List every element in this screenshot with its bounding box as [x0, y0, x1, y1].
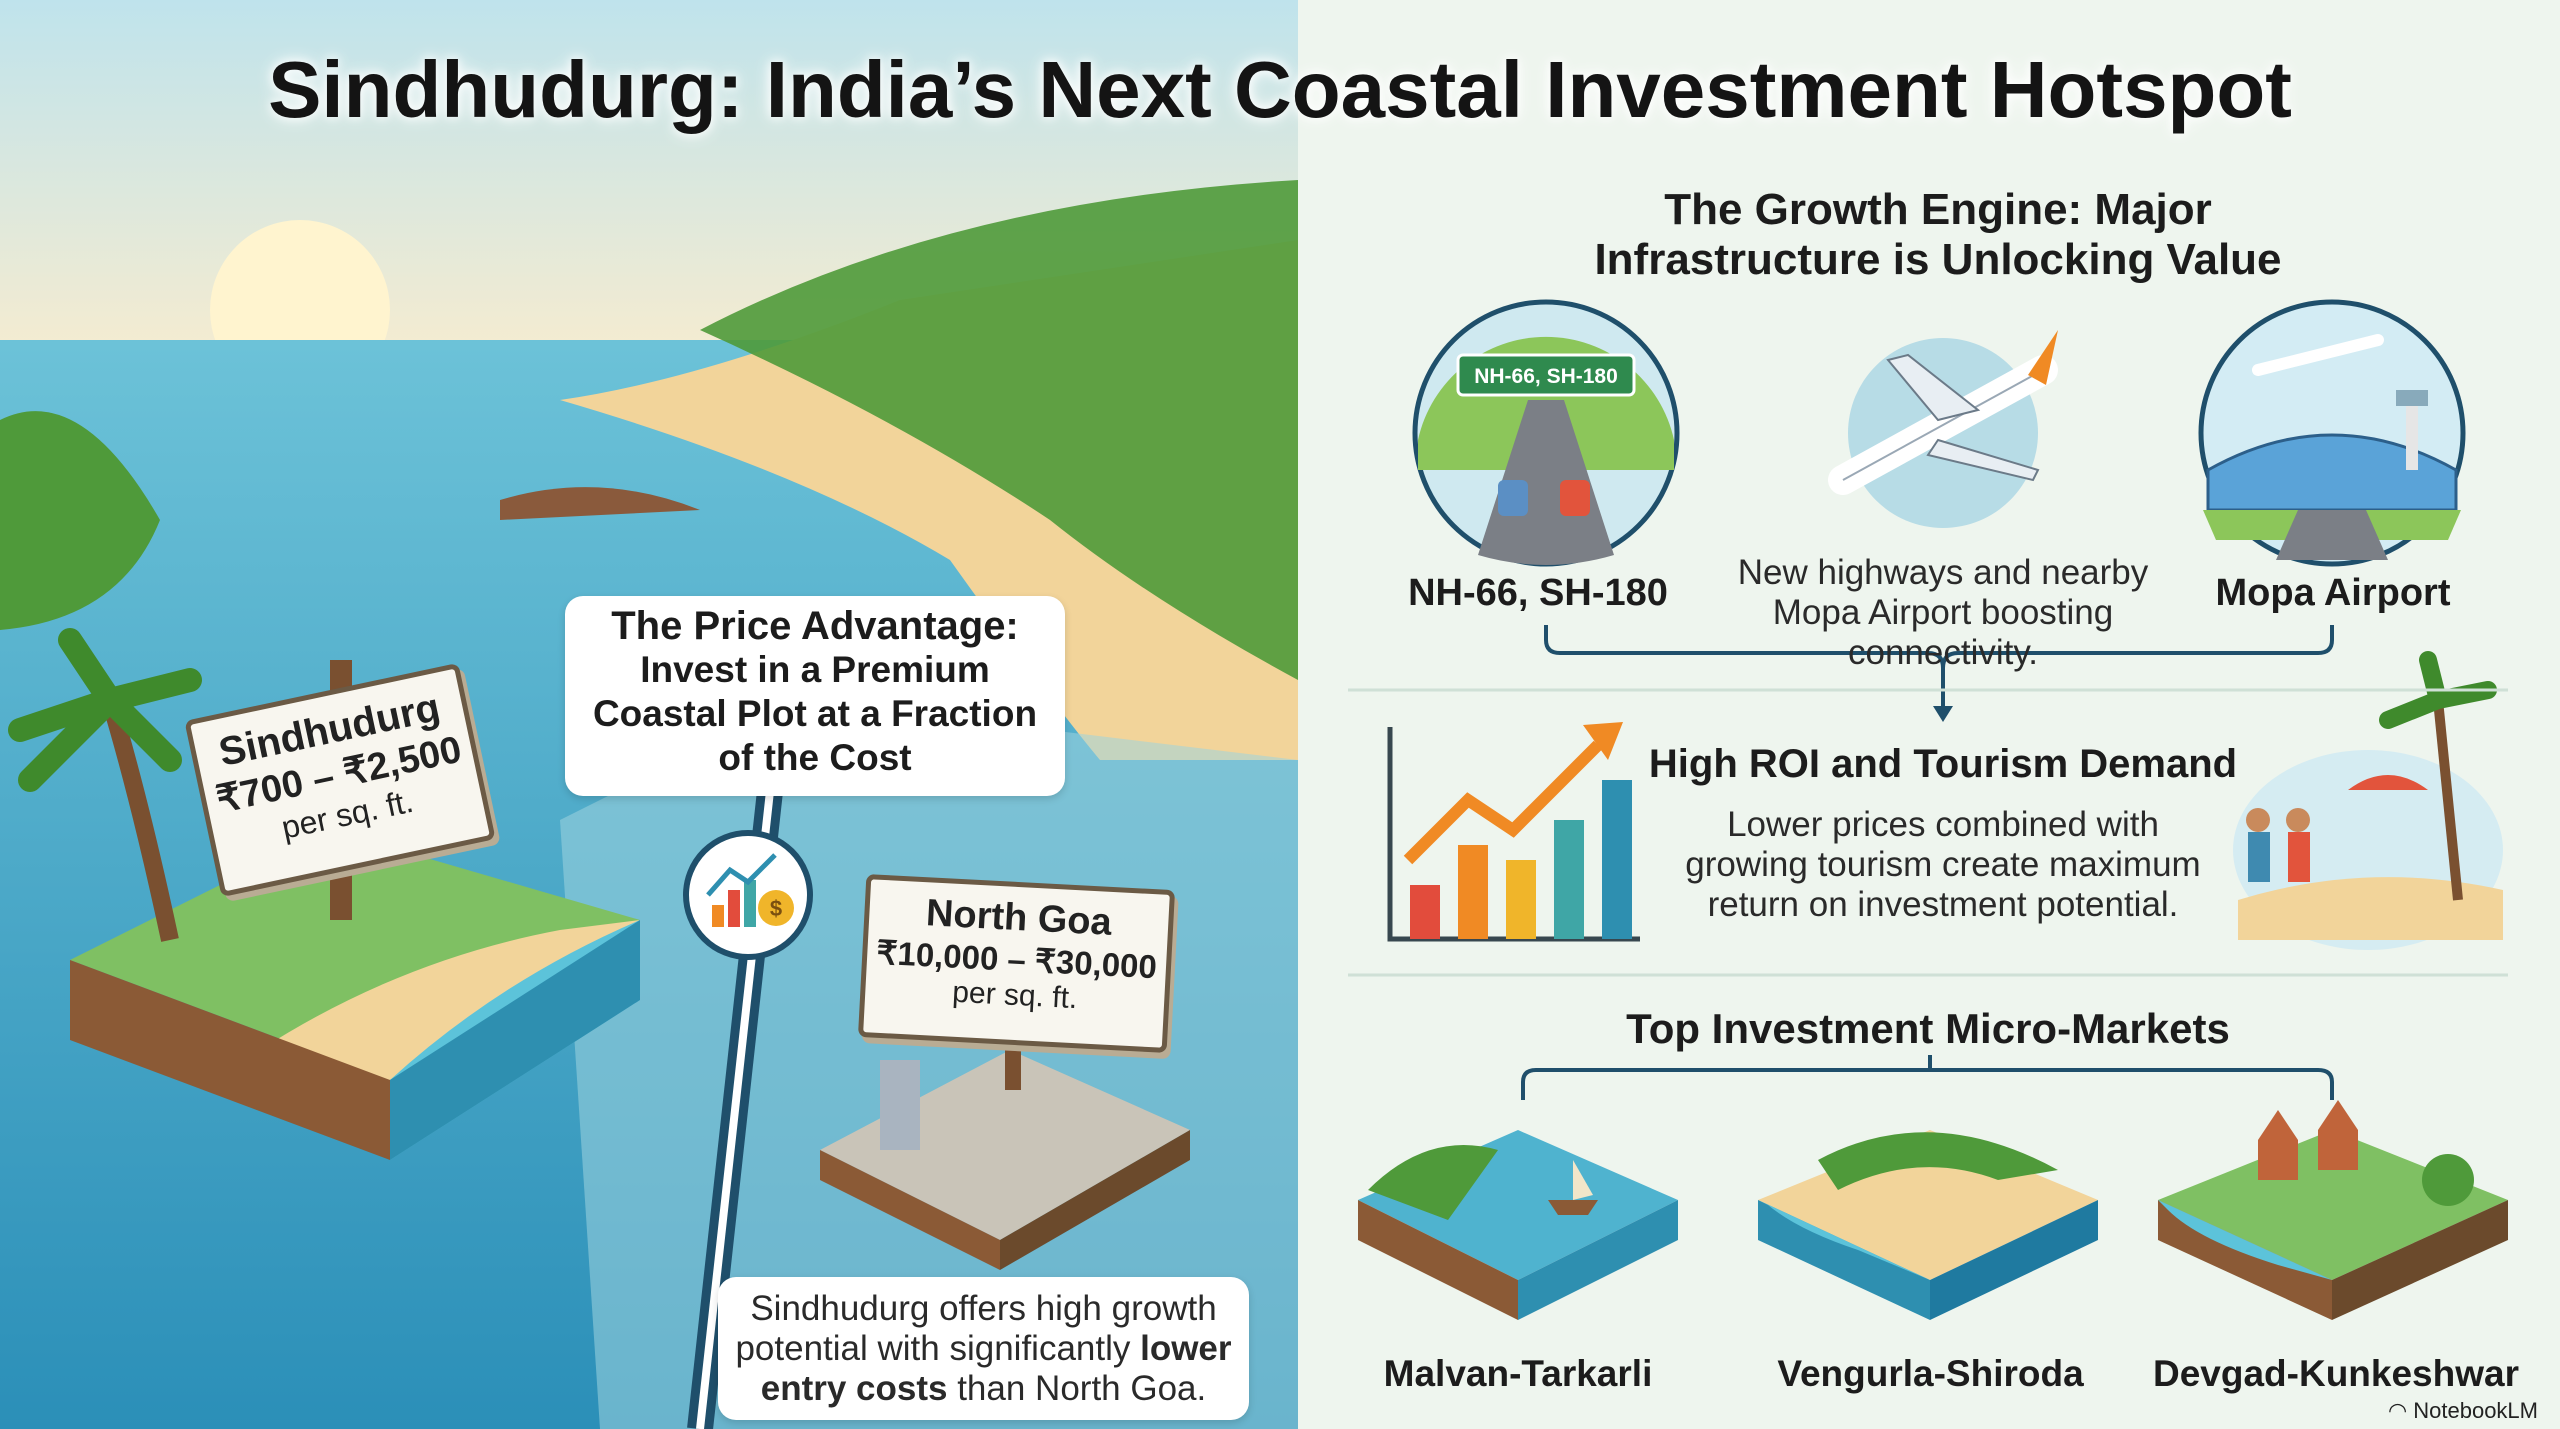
airport-label: Mopa Airport [2215, 572, 2451, 614]
callout-heading: The Price Advantage: [611, 604, 1019, 648]
notebooklm-watermark: ◠ NotebookLM [2388, 1398, 2538, 1424]
airplane-icon [1828, 330, 2058, 528]
devgad-kunkeshwar-tile [2158, 1100, 2508, 1320]
right-illustrations: NH-66, SH-180 [1348, 299, 2508, 1320]
highway-sign-text: NH-66, SH-180 [1474, 365, 1618, 388]
summary-box: Sindhudurg offers high growth potential … [718, 1277, 1249, 1420]
right-panel: The Growth Engine: Major Infrastructure … [1298, 0, 2560, 1429]
vengurla-shiroda-tile [1758, 1130, 2098, 1320]
tourism-beach-icon [2233, 651, 2503, 950]
summary-bold: lower entry costs [760, 1329, 1232, 1408]
airport-icon [2198, 299, 2466, 567]
markets-bracket [1521, 1055, 2334, 1100]
watermark-text: NotebookLM [2413, 1398, 2538, 1423]
roi-bar-chart-icon [1387, 722, 1640, 942]
growth-heading: The Growth Engine: Major Infrastructure … [1594, 185, 2282, 284]
markets-heading: Top Investment Micro-Markets [1626, 1005, 2230, 1052]
highway-icon: NH-66, SH-180 [1412, 299, 1680, 567]
malvan-tarkarli-tile [1358, 1130, 1678, 1320]
market-label-malvan: Malvan-Tarkarli [1383, 1353, 1653, 1394]
arrow-down-icon [1933, 706, 1953, 722]
north-goa-price-sign: North Goa ₹10,000 – ₹30,000 per sq. ft. [857, 874, 1176, 1053]
dollar-sign-icon: $ [770, 896, 782, 921]
roi-description: Lower prices combined with growing touri… [1685, 805, 2201, 924]
roi-heading: High ROI and Tourism Demand [1648, 742, 2238, 786]
left-panel-illustration: $ Sindhudurg ₹700 – ₹2,500 per sq. ft. T… [0, 0, 1298, 1429]
connectivity-description: New highways and nearby Mopa Airport boo… [1737, 553, 2149, 672]
summary-text: Sindhudurg offers high growth potential … [735, 1289, 1217, 1368]
summary-tail: than North Goa. [947, 1369, 1207, 1408]
market-label-vengurla: Vengurla-Shiroda [1777, 1353, 2084, 1394]
callout-text: Invest in a Premium Coastal Plot at a Fr… [592, 649, 1038, 778]
notebooklm-logo-icon: ◠ [2387, 1398, 2414, 1423]
page-title: Sindhudurg: India’s Next Coastal Investm… [268, 45, 2292, 134]
market-label-devgad: Devgad-Kunkeshwar [2153, 1353, 2519, 1394]
coastal-scene: $ [0, 0, 1298, 1429]
highway-label: NH-66, SH-180 [1408, 572, 1668, 614]
price-advantage-callout: The Price Advantage: Invest in a Premium… [565, 596, 1065, 796]
